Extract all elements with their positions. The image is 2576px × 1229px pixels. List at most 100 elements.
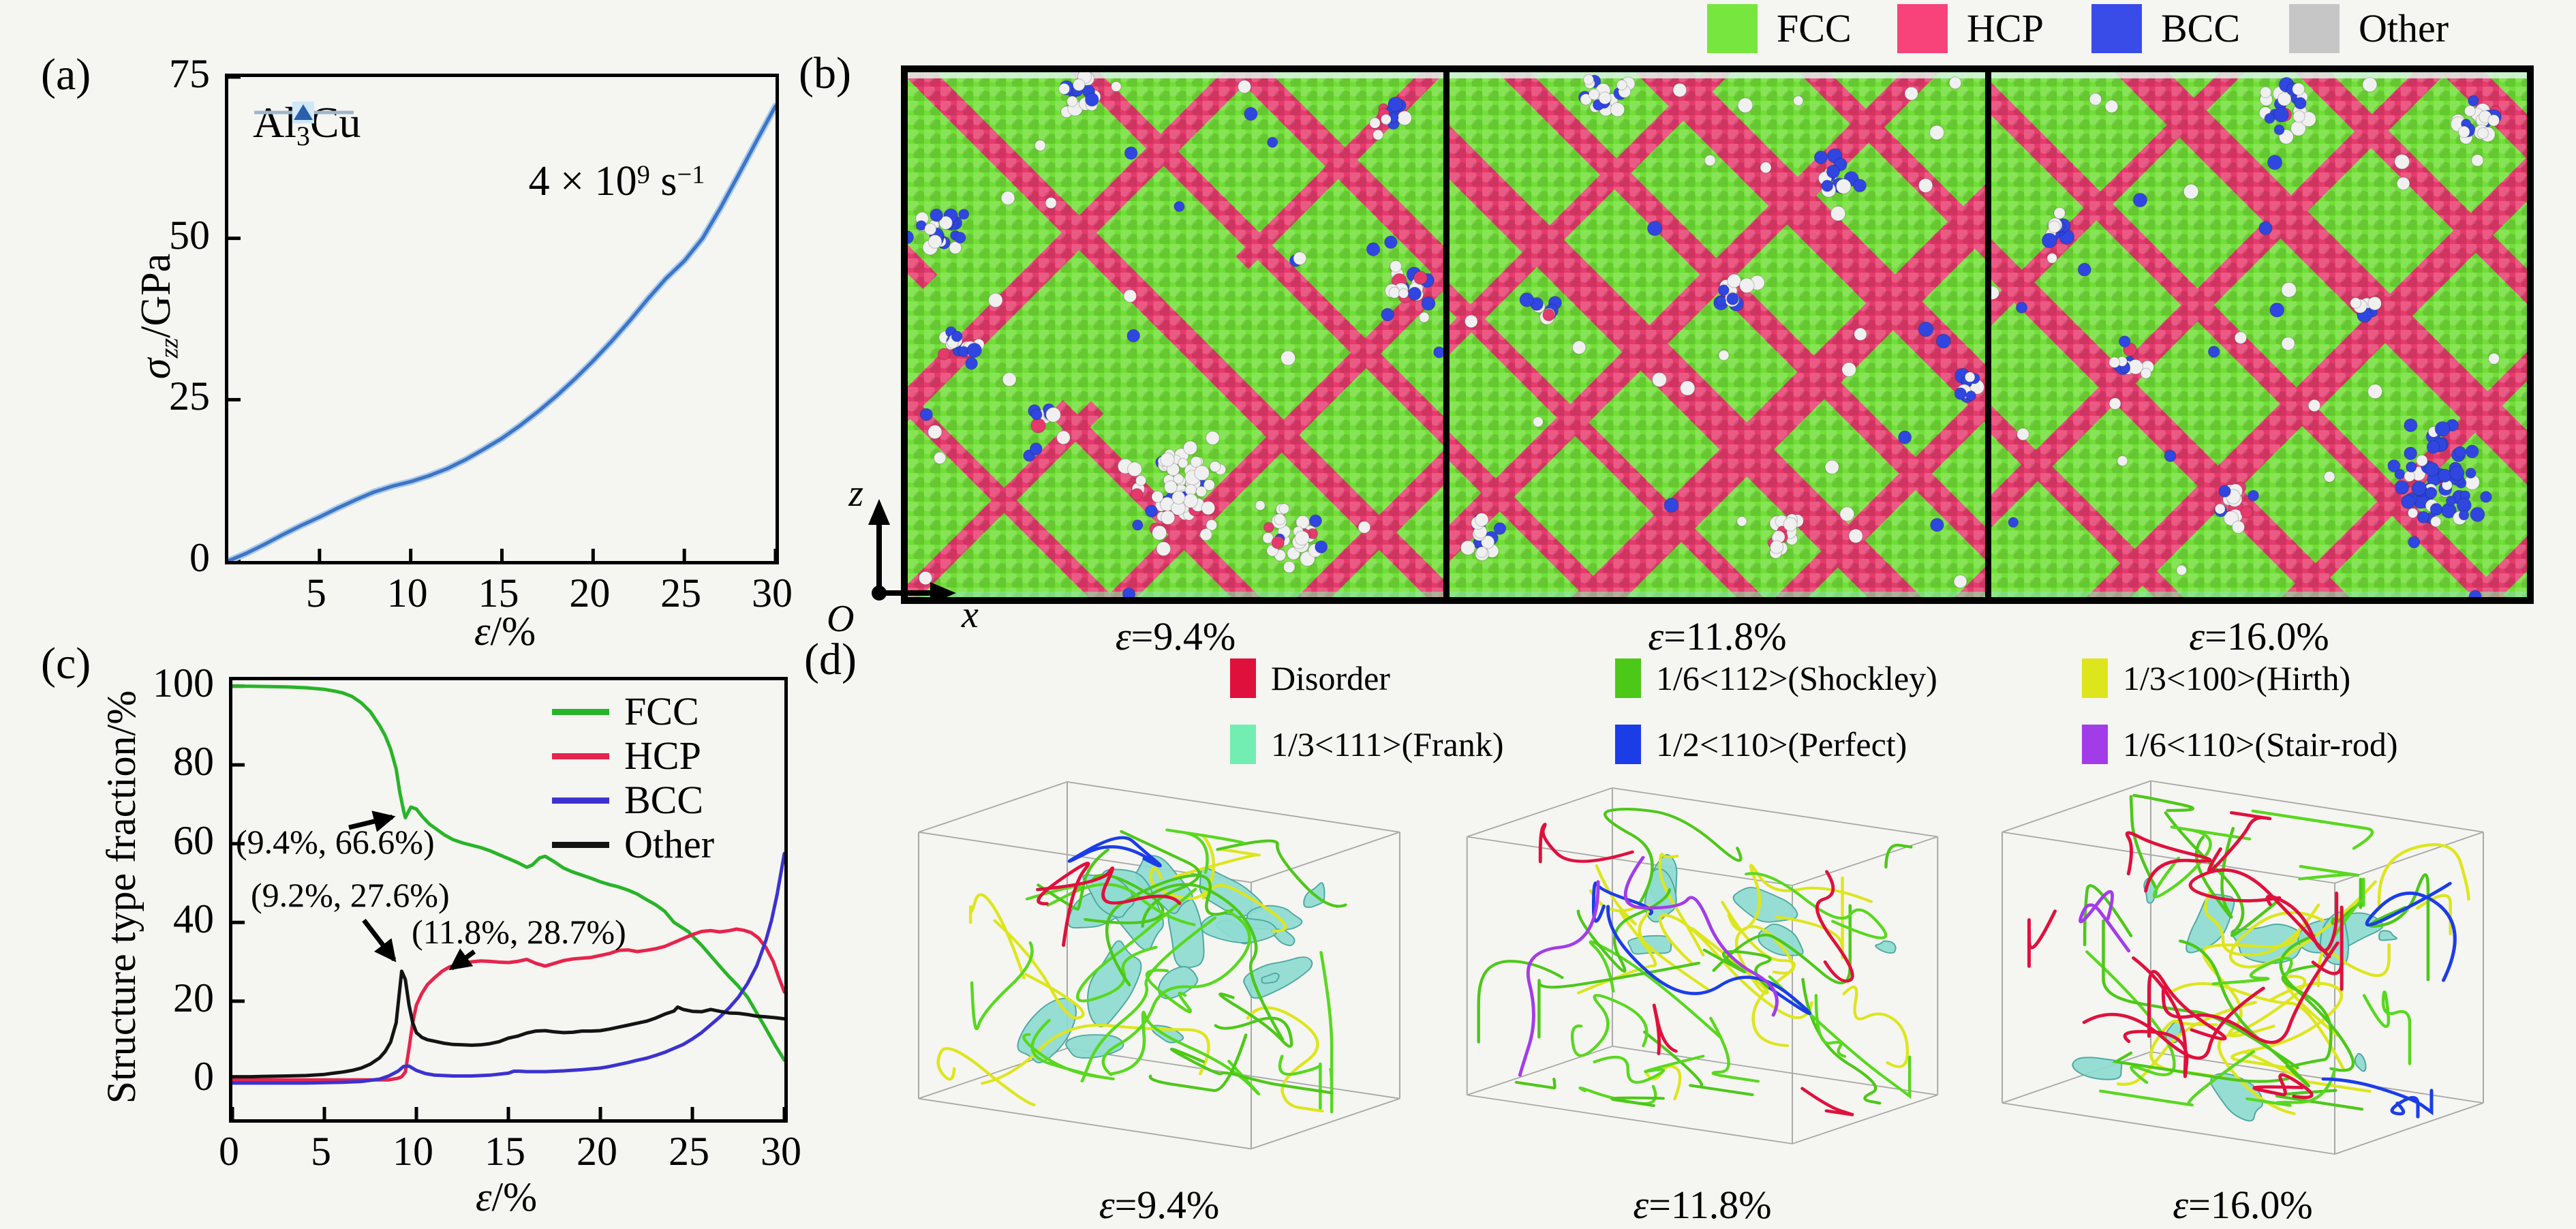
dislocation-legend-item: 1/6<112>(Shockley)	[1615, 654, 1937, 702]
y-tick-label: 50	[169, 212, 210, 258]
x-tick-label: 20	[577, 1129, 617, 1174]
x-tick-label: 0	[219, 1129, 239, 1174]
box-label-2: ε=11.8%	[1633, 1183, 1772, 1227]
dislocation-legend-item: Disorder	[1230, 654, 1390, 702]
structure-legend-item-fcc: FCC	[1707, 4, 1852, 53]
y-tick-label: 75	[169, 51, 210, 96]
fcc-line-swatch-icon	[552, 708, 609, 715]
stress-strain-curve-svg	[228, 77, 776, 561]
snapshot-strain-11.8	[1450, 72, 1985, 597]
dislocation-legend-label: 1/3<111>(Frank)	[1271, 725, 1504, 763]
stress-axis-title: σzz/GPa	[133, 253, 184, 380]
dislocation-swatch-icon	[1615, 658, 1641, 698]
structure-legend-item-hcp: HCP	[1897, 4, 2044, 53]
stress-strain-plot: Al3Cu 4 × 109 s−1	[225, 74, 779, 564]
y-tick-label: 20	[173, 975, 214, 1020]
x-tick-label: 25	[660, 571, 702, 616]
annotation-fcc-point: (9.4%, 66.6%)	[236, 823, 435, 861]
dislocation-legend-label: 1/6<110>(Stair-rod)	[2123, 725, 2398, 763]
structure-fraction-plot	[229, 677, 788, 1123]
snapshot-strain-16.0	[1991, 72, 2527, 597]
fcc-swatch-icon	[1707, 4, 1758, 53]
snapshot-label-2: ε=11.8%	[1648, 614, 1787, 658]
fraction-legend-label: Other	[624, 822, 715, 866]
annotation-hcp-point: (11.8%, 28.7%)	[412, 913, 626, 951]
dislocation-legend-label: 1/6<112>(Shockley)	[1656, 659, 1937, 697]
x-tick-label: 10	[386, 571, 428, 616]
snapshot-label-3: ε=16.0%	[2189, 614, 2329, 658]
y-tick-label: 25	[169, 374, 210, 419]
x-tick-label: 15	[485, 1129, 525, 1174]
snapshot-label-1: ε=9.4%	[1115, 614, 1236, 658]
fraction-legend-label: HCP	[624, 733, 701, 778]
structure-fraction-curves-svg	[232, 684, 784, 1119]
hcp-swatch-icon	[1897, 4, 1948, 53]
dislocation-swatch-icon	[1230, 658, 1256, 698]
x-tick-label: 15	[478, 571, 519, 616]
dislocation-box-9.4	[910, 758, 1408, 1160]
dislocation-swatch-icon	[1615, 725, 1641, 764]
x-tick-label: 20	[569, 571, 611, 616]
structure-legend-label: BCC	[2161, 6, 2241, 50]
panel-a-label: (a)	[41, 50, 91, 100]
y-tick-label: 0	[194, 1054, 214, 1099]
panel-c-label: (c)	[41, 639, 91, 688]
fraction-legend-item: Other	[552, 823, 714, 866]
dislocation-box-11.8	[1459, 765, 1946, 1155]
dislocation-swatch-icon	[2082, 725, 2108, 764]
coordinate-axes-icon: z x O	[827, 472, 979, 637]
dislocation-legend-item: 1/3<111>(Frank)	[1230, 720, 1504, 768]
z-axis-label: z	[848, 472, 863, 515]
fraction-legend-label: FCC	[624, 689, 699, 733]
hcp-line-swatch-icon	[552, 753, 609, 759]
other-line-swatch-icon	[552, 841, 609, 848]
fraction-legend-item: HCP	[552, 734, 701, 778]
al3cu-label: Al3Cu	[253, 98, 361, 151]
dislocation-legend-label: 1/3<100>(Hirth)	[2123, 659, 2351, 697]
strain-axis-title-a: ε/%	[474, 609, 536, 654]
x-tick-label: 25	[669, 1129, 709, 1174]
panel-d-label: (d)	[804, 635, 857, 684]
strain-axis-title-c: ε/%	[475, 1174, 538, 1219]
atomic-snapshots-frame	[901, 65, 2534, 604]
other-swatch-icon	[2289, 4, 2340, 53]
panel-b-label: (b)	[799, 48, 851, 98]
x-axis-label: x	[961, 594, 979, 636]
structure-legend-item-bcc: BCC	[2091, 4, 2240, 53]
fraction-legend-item: BCC	[552, 778, 703, 822]
dislocation-legend-label: Disorder	[1271, 659, 1390, 697]
fraction-legend-label: BCC	[624, 778, 704, 822]
box-label-1: ε=9.4%	[1099, 1183, 1220, 1227]
annotation-other-point: (9.2%, 27.6%)	[251, 876, 450, 914]
structure-legend-label: Other	[2359, 6, 2449, 50]
y-tick-label: 100	[153, 660, 214, 705]
y-tick-label: 40	[173, 896, 214, 942]
y-tick-label: 80	[173, 739, 214, 785]
dislocation-legend-item: 1/6<110>(Stair-rod)	[2082, 720, 2397, 768]
x-tick-label: 5	[311, 1129, 331, 1174]
x-tick-label: 10	[393, 1129, 433, 1174]
fraction-legend: FCC HCP BCC Other	[552, 690, 777, 867]
fraction-legend-item: FCC	[552, 690, 699, 733]
dislocation-swatch-icon	[1230, 725, 1256, 764]
snapshot-strain-9.4	[908, 72, 1443, 597]
box-label-3: ε=16.0%	[2173, 1183, 2313, 1227]
dislocation-legend-item: 1/3<100>(Hirth)	[2082, 654, 2350, 702]
bcc-swatch-icon	[2091, 4, 2142, 53]
x-tick-label: 30	[752, 571, 793, 616]
structure-legend-label: FCC	[1777, 6, 1852, 50]
dislocation-swatch-icon	[2082, 658, 2108, 698]
origin-label: O	[827, 598, 854, 637]
legend-al3cu: Al3Cu	[253, 97, 361, 152]
x-tick-label: 5	[305, 571, 326, 616]
structure-type-legend: FCC HCP BCC Other	[1707, 4, 2573, 59]
dislocation-legend-label: 1/2<110>(Perfect)	[1656, 725, 1907, 763]
dislocation-box-16.0	[1994, 757, 2491, 1166]
dislocation-legend: Disorder 1/6<112>(Shockley) 1/3<100>(Hirth…	[1230, 654, 2573, 791]
y-tick-label: 0	[189, 535, 210, 580]
bcc-line-swatch-icon	[552, 797, 609, 804]
dislocation-legend-item: 1/2<110>(Perfect)	[1615, 720, 1907, 768]
x-tick-label: 30	[761, 1129, 801, 1174]
strain-rate-annotation: 4 × 109 s−1	[528, 158, 705, 204]
